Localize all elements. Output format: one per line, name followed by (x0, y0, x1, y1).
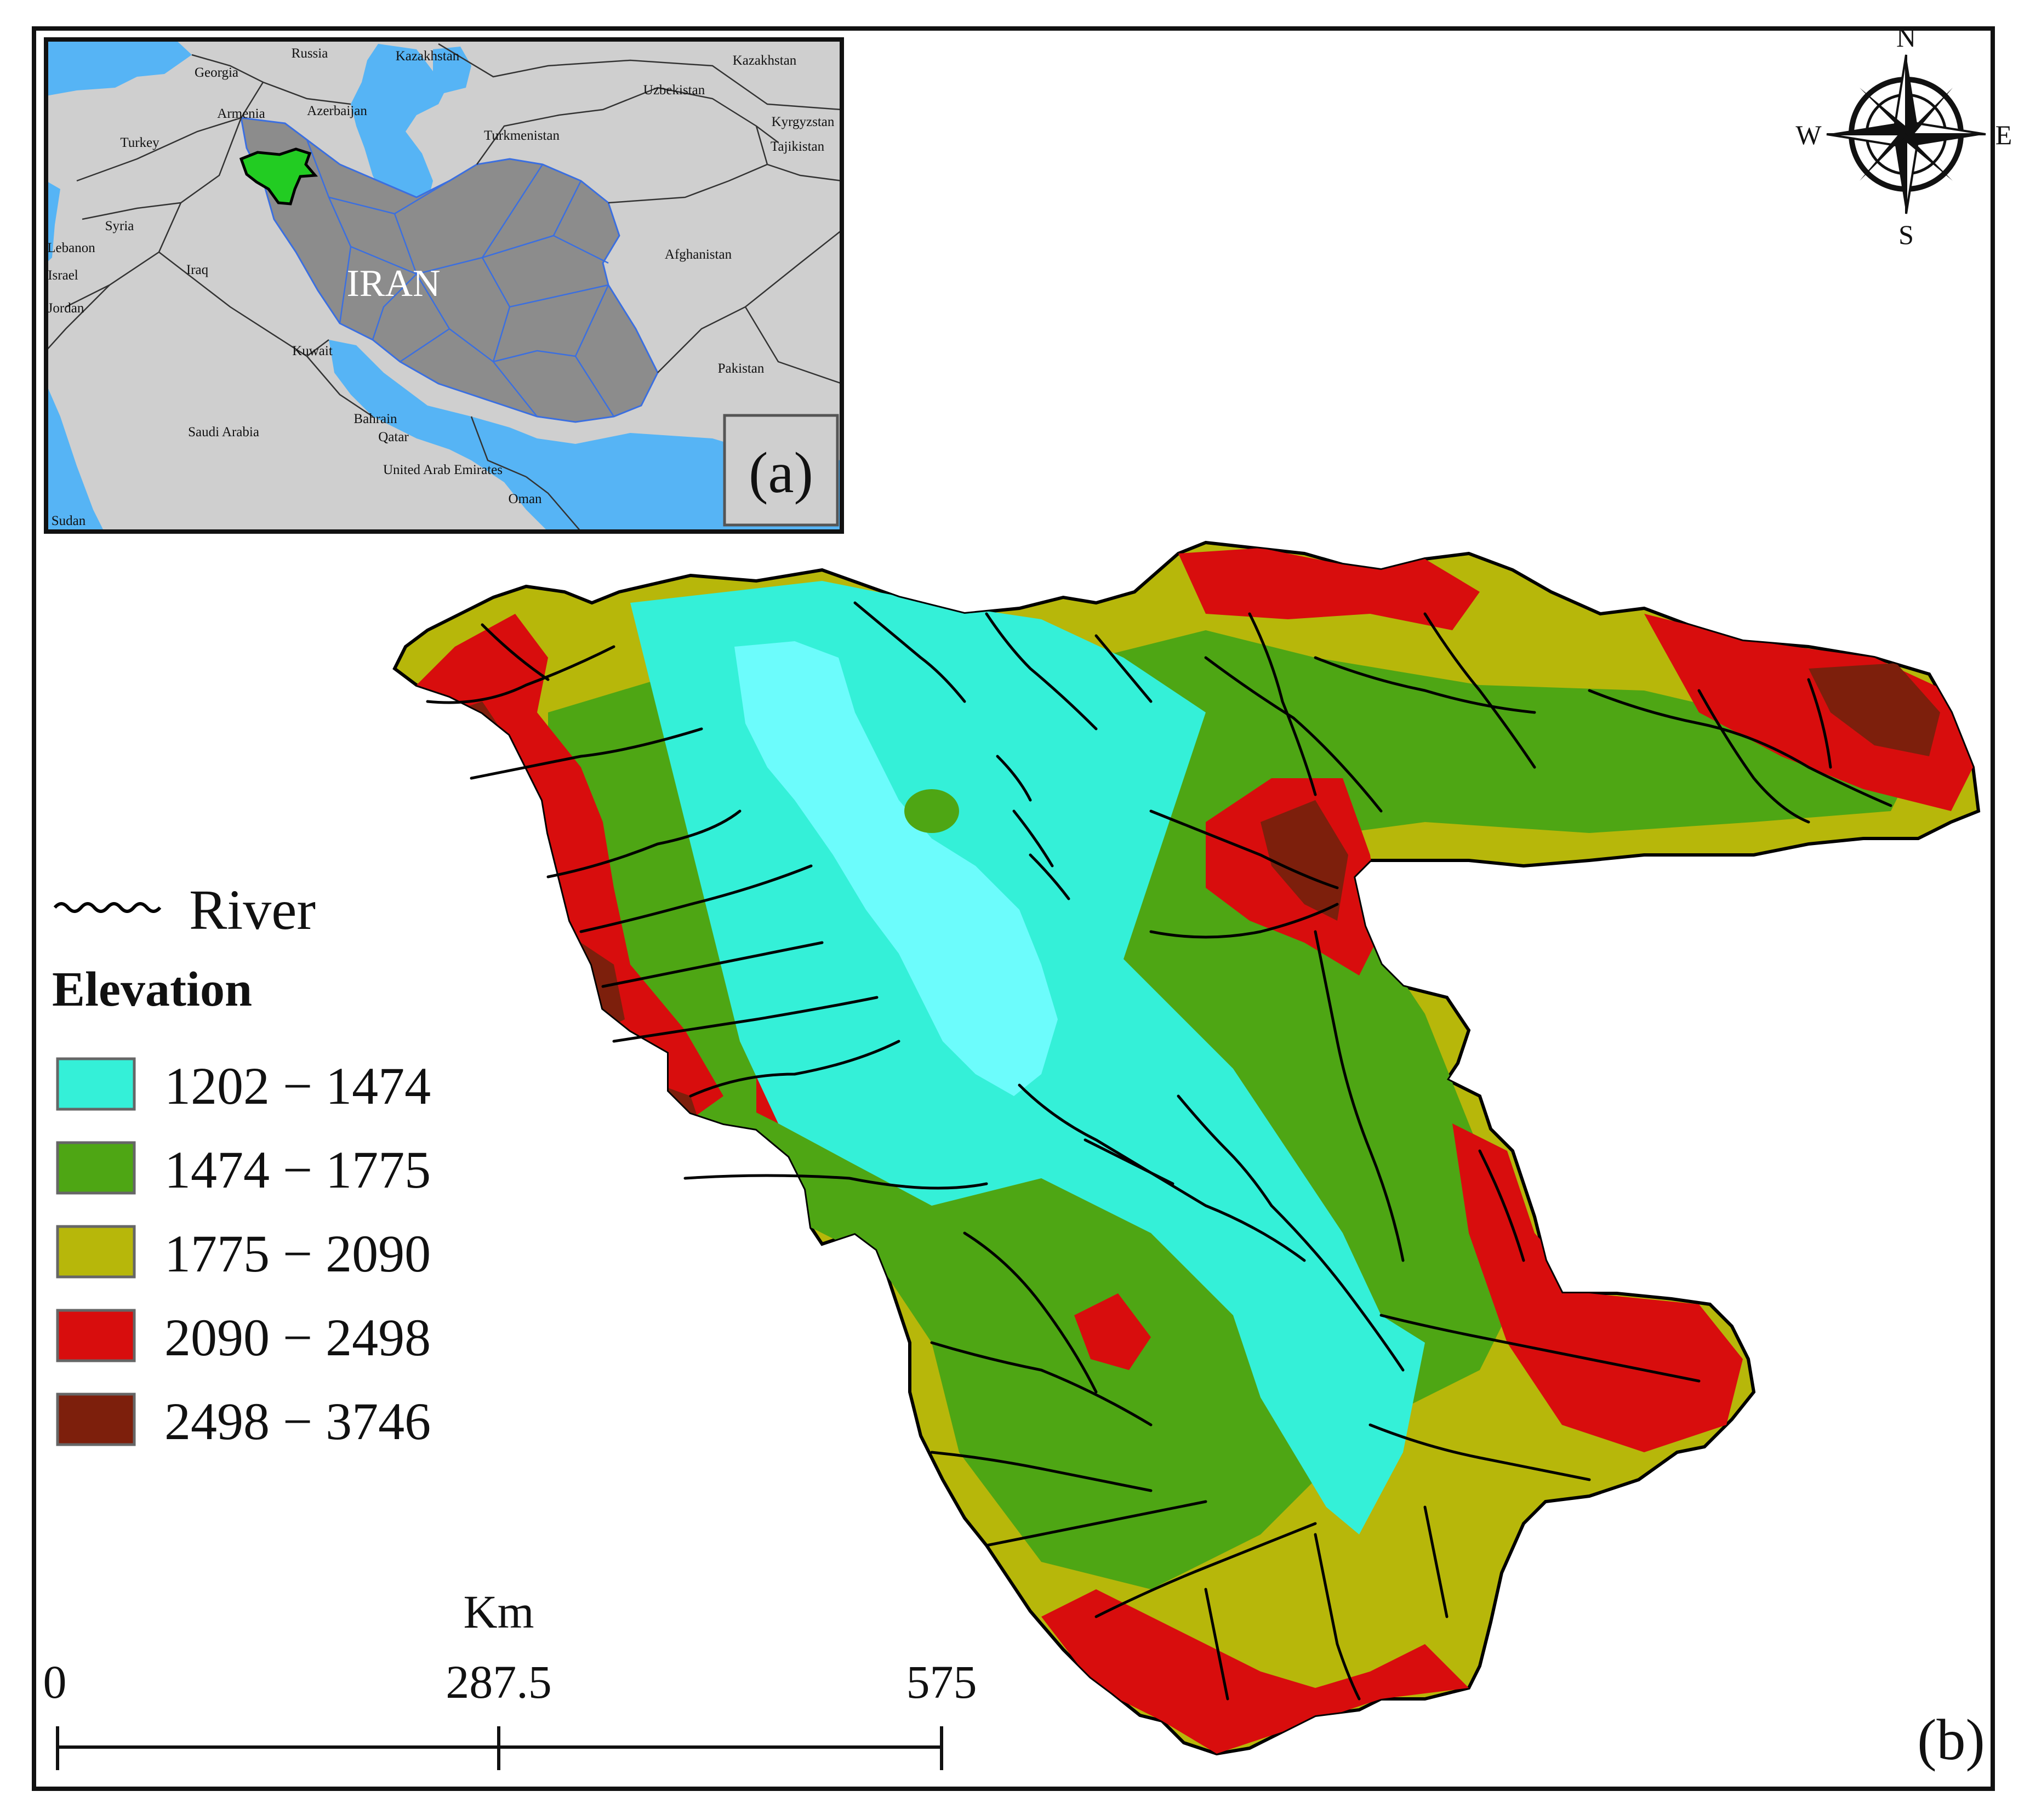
compass-w: W (1795, 119, 1822, 150)
legend-class-label: 1202 − 1474 (164, 1057, 431, 1115)
legend-swatch (56, 1309, 136, 1362)
study-area-inset (239, 147, 318, 206)
country-label: Lebanon (47, 241, 95, 255)
country-label: Georgia (195, 65, 238, 80)
compass-s: S (1898, 219, 1914, 250)
scale-tick-1: 287.5 (446, 1656, 552, 1708)
lake-island (904, 789, 959, 833)
legend-class-label: 1474 − 1775 (164, 1140, 431, 1199)
black-sea (46, 39, 192, 96)
country-label: Iraq (186, 263, 209, 277)
country-label: Jordan (48, 301, 84, 316)
inset-map: Russia Kazakhstan Kazakhstan Georgia Uzbekis… (46, 39, 842, 532)
zone-east-high (1644, 614, 1973, 811)
country-label: Bahrain (353, 412, 397, 426)
country-label: Afghanistan (665, 247, 732, 262)
country-label: Kuwait (292, 344, 333, 358)
zone-se-high (1452, 1123, 1743, 1452)
country-label: Syria (105, 219, 134, 233)
scale-tick-0: 0 (43, 1656, 67, 1708)
panel-a-box (723, 414, 839, 527)
country-label: Qatar (378, 430, 409, 444)
legend-class-label: 2090 − 2498 (164, 1308, 431, 1367)
iran-label: IRAN (346, 263, 440, 305)
country-label: Sudan (52, 514, 86, 528)
country-label: Saudi Arabia (188, 425, 259, 440)
iran-provinces (306, 139, 615, 417)
compass-n: N (1896, 22, 1916, 53)
caspian-sea (351, 44, 449, 208)
country-label: Tajikistan (771, 139, 825, 154)
mediterranean-sea (46, 181, 60, 263)
country-label: Kazakhstan (733, 53, 797, 68)
country-label: Oman (508, 492, 542, 506)
scale-unit: Km (464, 1585, 534, 1638)
inset-country-labels: Russia Kazakhstan Kazakhstan Georgia Uzbekis… (47, 46, 835, 528)
legend-elevation-title: Elevation (52, 962, 252, 1017)
legend-swatch (56, 1141, 136, 1195)
country-label: Turkey (120, 135, 159, 150)
legend-river-label: River (189, 878, 316, 942)
country-label: Armenia (217, 106, 265, 121)
elevation-zones (417, 548, 1973, 1754)
country-label: Turkmenistan (484, 128, 560, 143)
zone-east-peak (1809, 663, 1940, 756)
legend-classes: 1202 − 1474 1474 − 1775 1775 − 2090 2090 − … (56, 1057, 431, 1451)
scale-tick-2: 575 (906, 1656, 977, 1708)
legend: River Elevation 1202 − 1474 1474 − 1775 17… (52, 878, 431, 1451)
inset-border (44, 37, 844, 534)
legend-class-label: 2498 − 3746 (164, 1392, 431, 1451)
legend-swatch (56, 1057, 136, 1111)
north-arrow: N S E W (1795, 22, 2012, 250)
country-label: Israel (48, 268, 78, 283)
legend-swatch (56, 1225, 136, 1279)
country-label: Kazakhstan (396, 49, 460, 64)
country-label: Pakistan (718, 361, 765, 376)
main-map (392, 540, 1981, 1756)
compass-e: E (1995, 119, 2012, 150)
zone-south-patch (1074, 1293, 1151, 1370)
country-label: United Arab Emirates (383, 463, 503, 477)
country-label: Azerbaijan (307, 104, 367, 118)
red-sea (46, 384, 104, 532)
country-borders (46, 43, 842, 532)
legend-river-symbol (53, 902, 162, 913)
persian-gulf (329, 340, 842, 532)
legend-class-label: 1775 − 2090 (164, 1224, 431, 1283)
zone-north-high (1178, 548, 1480, 630)
urmia-lake (734, 641, 1058, 1096)
country-label: Russia (292, 46, 328, 61)
zone-central-peak (1261, 800, 1348, 921)
country-label: Kyrgyzstan (772, 115, 835, 129)
zone-south-high (1041, 1589, 1469, 1754)
scale-bar: Km 0 287.5 575 (43, 1585, 977, 1770)
panel-a-label: (a) (749, 441, 813, 505)
panel-b-label: (b) (1917, 1708, 1985, 1772)
rivers (426, 601, 1892, 1701)
country-label: Uzbekistan (643, 83, 705, 98)
legend-swatch (56, 1393, 136, 1446)
